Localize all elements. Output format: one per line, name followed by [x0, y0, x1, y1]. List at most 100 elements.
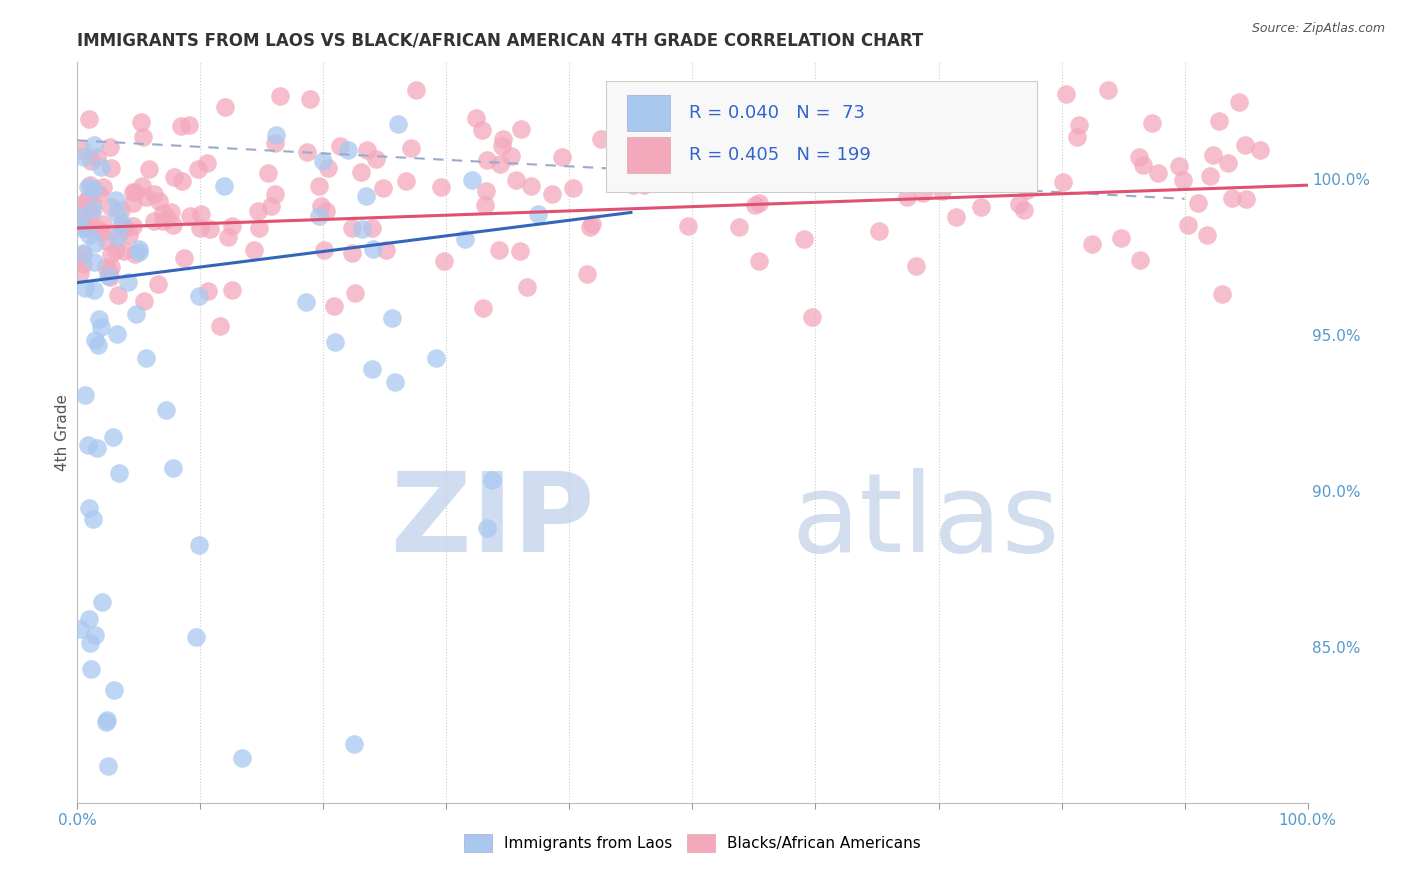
Point [129, 115, 152, 129]
Point [986, 97, 1008, 112]
Point [243, 243, 266, 257]
Point [172, 173, 194, 187]
Point [1198, 169, 1220, 183]
Point [87, 186, 110, 201]
Point [72, 150, 94, 164]
Point [343, 286, 366, 301]
Point [1208, 113, 1230, 128]
Point [904, 259, 927, 273]
Point [1234, 192, 1257, 206]
Point [395, 174, 418, 188]
Point [384, 376, 406, 390]
Point [405, 83, 427, 97]
Point [945, 210, 967, 224]
Point [179, 209, 201, 223]
Point [1008, 197, 1031, 211]
Point [1054, 87, 1077, 102]
Point [839, 155, 862, 169]
FancyBboxPatch shape [606, 81, 1038, 192]
Point [231, 751, 253, 765]
Point [931, 171, 953, 186]
Point [579, 220, 602, 235]
Point [79, 206, 101, 220]
Point [561, 180, 583, 194]
Point [800, 310, 823, 324]
Point [1195, 227, 1218, 242]
Point [299, 92, 322, 106]
Point [387, 118, 409, 132]
Point [104, 243, 127, 257]
Point [86, 222, 108, 236]
Point [491, 139, 513, 153]
Point [1173, 173, 1195, 187]
Point [931, 184, 953, 198]
Point [107, 205, 129, 219]
Point [75, 221, 97, 235]
Point [212, 179, 235, 194]
Point [111, 216, 134, 230]
Point [263, 136, 285, 150]
Point [70, 143, 93, 157]
Point [90, 320, 112, 334]
Point [505, 173, 527, 187]
Point [633, 178, 655, 193]
Point [744, 198, 766, 212]
Point [107, 466, 129, 480]
Point [179, 119, 201, 133]
Point [101, 430, 124, 444]
Point [488, 243, 510, 257]
Point [492, 132, 515, 146]
Point [67, 250, 90, 264]
Point [112, 244, 135, 258]
Point [114, 220, 136, 235]
Point [76, 437, 98, 451]
Point [72, 245, 94, 260]
Point [124, 307, 146, 321]
Point [160, 205, 183, 219]
Point [652, 174, 675, 188]
Point [356, 144, 378, 158]
Point [354, 188, 377, 202]
Point [311, 199, 333, 213]
Point [264, 128, 287, 142]
Point [122, 186, 145, 200]
Point [1140, 115, 1163, 129]
Point [148, 194, 170, 208]
Point [911, 186, 934, 200]
Point [481, 473, 503, 487]
Point [72, 257, 94, 271]
Point [187, 161, 209, 176]
Point [77, 501, 100, 516]
Point [121, 219, 143, 233]
Point [173, 252, 195, 266]
Point [336, 144, 359, 158]
Point [124, 247, 146, 261]
Point [806, 168, 828, 182]
Text: ZIP: ZIP [391, 468, 595, 575]
Point [96, 713, 118, 727]
Point [527, 207, 550, 221]
Point [86, 441, 108, 455]
Point [581, 217, 603, 231]
Point [621, 178, 644, 192]
Point [516, 280, 538, 294]
Point [79, 227, 101, 242]
Point [187, 538, 209, 552]
Point [1128, 149, 1150, 163]
Point [83, 137, 105, 152]
Point [73, 219, 96, 234]
Point [1015, 183, 1038, 197]
Point [97, 268, 120, 283]
Point [98, 269, 121, 284]
Point [98, 140, 121, 154]
Point [90, 160, 112, 174]
Point [100, 200, 122, 214]
Point [156, 211, 179, 225]
Point [1052, 175, 1074, 189]
Point [221, 219, 243, 233]
Point [67, 214, 90, 228]
Point [79, 219, 101, 234]
FancyBboxPatch shape [627, 137, 671, 173]
Point [103, 683, 125, 698]
Point [152, 214, 174, 228]
